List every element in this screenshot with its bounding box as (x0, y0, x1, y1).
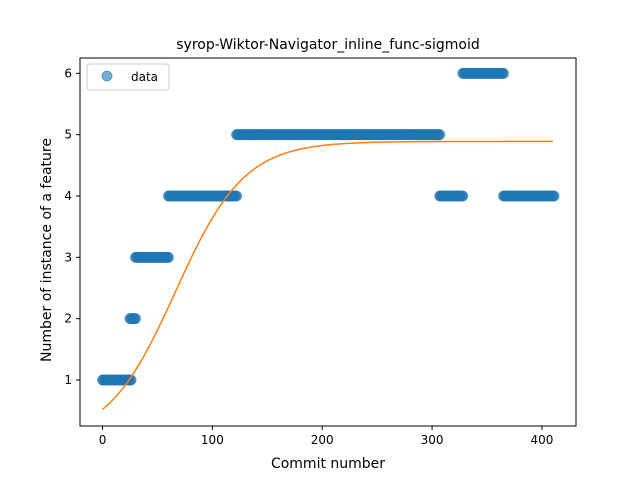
legend-label-data: data (131, 70, 158, 84)
data-point (457, 190, 469, 202)
data-point (231, 190, 243, 202)
y-tick-label: 4 (64, 189, 72, 203)
y-tick-label: 5 (64, 128, 72, 142)
legend-box (86, 63, 170, 91)
y-tick-label: 3 (64, 250, 72, 264)
legend-marker-data (101, 70, 113, 82)
data-point (498, 67, 509, 79)
x-tick-label: 0 (99, 433, 107, 447)
data-point (434, 129, 446, 141)
x-axis-label: Commit number (271, 456, 385, 472)
axes-border (79, 57, 577, 427)
axes-frame (79, 57, 577, 427)
y-tick-label: 6 (64, 66, 72, 80)
x-axis: 0 100 200 300 400 (99, 426, 553, 447)
y-tick-label: 2 (64, 312, 72, 326)
data-series (97, 67, 560, 386)
y-tick-label: 1 (64, 373, 72, 387)
data-point (162, 251, 174, 263)
legend: data (86, 63, 170, 91)
chart-title: syrop-Wiktor-Navigator_inline_func-sigmo… (176, 37, 479, 53)
y-axis: 1 2 3 4 5 6 (64, 66, 80, 387)
data-point (548, 190, 560, 202)
x-tick-label: 100 (201, 433, 224, 447)
fit-line (102, 140, 553, 411)
y-axis-label: Number of instance of a feature (39, 138, 55, 362)
plot-area (80, 58, 576, 426)
x-tick-label: 300 (421, 433, 444, 447)
data-point (125, 374, 137, 386)
plot-background (80, 58, 576, 426)
x-tick-label: 400 (530, 433, 553, 447)
x-tick-label: 200 (311, 433, 334, 447)
data-point (129, 313, 141, 325)
